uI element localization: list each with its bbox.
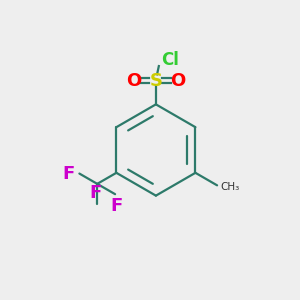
- Text: Cl: Cl: [161, 51, 179, 69]
- Text: S: S: [149, 72, 162, 90]
- Text: F: F: [90, 184, 102, 202]
- Text: O: O: [126, 72, 141, 90]
- Text: O: O: [170, 72, 186, 90]
- Text: CH₃: CH₃: [220, 182, 240, 192]
- Text: F: F: [110, 197, 123, 215]
- Text: F: F: [63, 165, 75, 183]
